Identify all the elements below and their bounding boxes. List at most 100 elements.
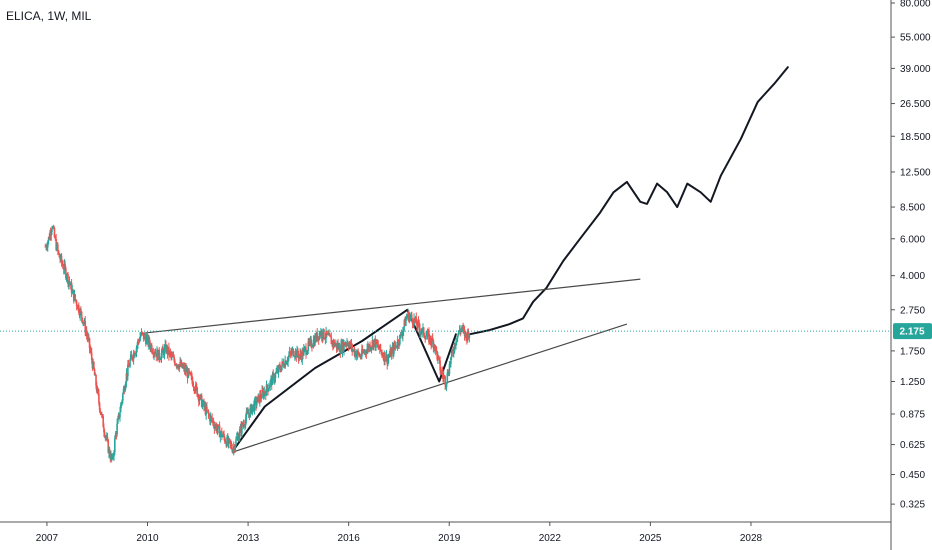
candle-body (72, 289, 74, 291)
candle-body (95, 375, 97, 386)
candle-body (173, 356, 175, 361)
y-axis[interactable]: 80.000 55.000 39.000 26.500 18.500 12.500 8.50… (891, 0, 931, 511)
candle-body (468, 333, 471, 339)
candle-body (384, 359, 387, 362)
candle-body (71, 289, 74, 294)
candle-body (121, 400, 123, 403)
candle-body (306, 350, 309, 354)
candle-body (54, 237, 57, 239)
candle-body (85, 331, 88, 335)
candle-body (46, 247, 48, 249)
candle-body (127, 364, 129, 377)
candle-body (411, 314, 413, 319)
candle-body (310, 339, 313, 347)
candle-body (64, 263, 66, 269)
candle-body (361, 349, 363, 357)
candle-body (208, 414, 210, 416)
candle-body (50, 231, 53, 236)
candle-body (80, 309, 82, 312)
candle-body (453, 343, 456, 352)
candle-body (429, 335, 432, 342)
candle-body (462, 327, 464, 329)
candle-body (219, 433, 222, 438)
candle-body (65, 277, 68, 279)
candle-body (260, 398, 263, 399)
candle-body (45, 246, 47, 248)
candle-body (227, 438, 230, 443)
candle-body (415, 317, 418, 325)
candle-body (46, 241, 49, 248)
candle-body (277, 365, 280, 373)
candle-body (449, 363, 451, 365)
candle-body (206, 406, 208, 411)
candle-body (437, 355, 440, 358)
candle-body (452, 350, 454, 353)
candle-body (420, 332, 423, 334)
candle-body (52, 227, 55, 229)
candle-body (271, 374, 274, 385)
candle-body (444, 376, 446, 386)
candle-body (168, 347, 170, 356)
candle-body (298, 355, 301, 359)
candle-body (446, 372, 449, 383)
swing-path-drawing[interactable] (233, 308, 457, 450)
candle-body (119, 405, 122, 413)
candle-body (397, 339, 400, 345)
y-tick-label: 26.500 (900, 99, 931, 110)
candle-body (98, 393, 100, 403)
candle-body (305, 353, 308, 355)
trendline-lower[interactable] (234, 323, 628, 452)
candle-body (187, 369, 190, 379)
candle-body (463, 328, 465, 330)
candle-body (114, 433, 117, 439)
candle-body (209, 416, 212, 422)
candle-body (466, 331, 469, 341)
candle-body (247, 412, 249, 415)
candle-body (61, 262, 64, 265)
candle-body (435, 346, 438, 352)
candle-body (279, 366, 281, 370)
candle-body (299, 353, 302, 356)
candle-body (107, 439, 110, 453)
candle-body (122, 393, 124, 401)
candle-body (51, 228, 53, 232)
candle-body (448, 364, 451, 374)
candle-body (244, 425, 246, 427)
candle-body (273, 378, 276, 381)
candle-body (291, 350, 293, 354)
candle-body (140, 331, 143, 335)
candle-body (125, 373, 128, 383)
candle-body (80, 311, 83, 318)
candle-body (182, 366, 184, 368)
projection-path[interactable] (468, 66, 789, 336)
candle-body (297, 349, 299, 355)
candle-body (379, 344, 382, 351)
candle-body (103, 427, 105, 433)
y-tick-label: 2.750 (900, 305, 925, 316)
candle-body (457, 334, 459, 337)
candle-body (293, 355, 295, 357)
candle-body (89, 348, 92, 351)
candle-body (139, 336, 141, 342)
x-axis[interactable]: 2007 2010 2013 2016 2019 2022 2025 2028 (36, 522, 763, 544)
x-tick-label: 2022 (539, 533, 562, 544)
candle-body (177, 364, 179, 368)
candle-body (141, 331, 144, 334)
candle-body (281, 361, 283, 367)
x-tick-label: 2016 (338, 533, 361, 544)
candle-body (132, 352, 135, 360)
candle-body (419, 328, 421, 334)
candle-body (75, 299, 77, 302)
candle-body (425, 336, 427, 340)
candle-body (101, 414, 104, 417)
candle-body (88, 338, 91, 349)
candle-body (98, 402, 101, 411)
candle-body (280, 366, 283, 372)
x-tick-label: 2025 (639, 533, 662, 544)
candle-body (380, 350, 383, 352)
candle-body (234, 445, 237, 451)
trendline-upper[interactable] (140, 278, 641, 335)
candle-body (235, 437, 238, 440)
